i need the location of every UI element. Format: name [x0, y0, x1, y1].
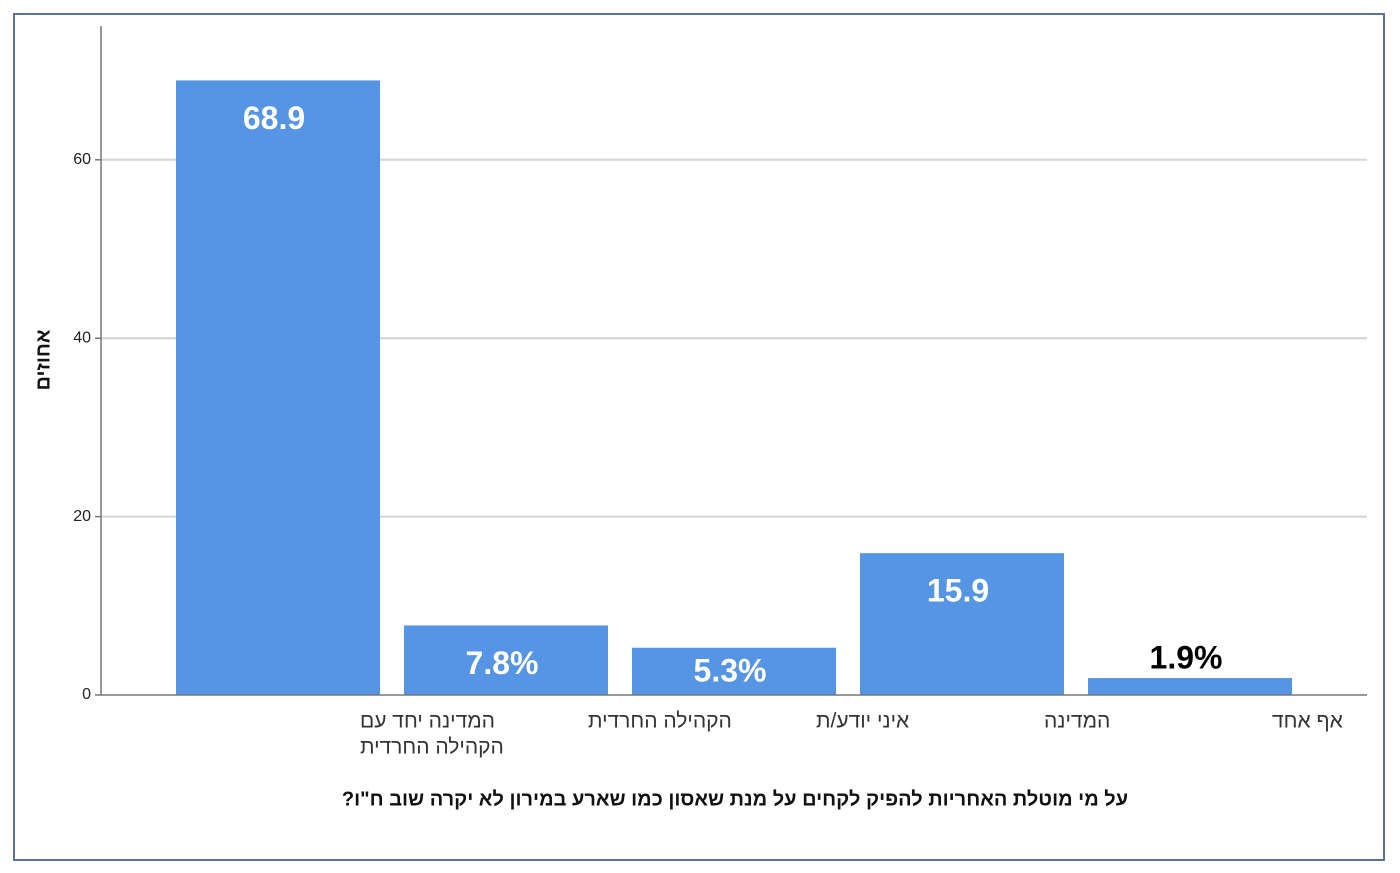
bar	[176, 80, 380, 696]
y-tick-label: 60	[73, 151, 91, 168]
labels: 0 20 40 60 68.9 המדינה יחד עם הקהילה החרדית 7.8…	[73, 100, 1343, 759]
data-label: 5.3%	[694, 652, 767, 688]
x-tick-label: המדינה	[1044, 710, 1110, 733]
x-axis-title: על מי מוטלת האחריות להפיק לקחים על מנת ש…	[342, 788, 1128, 810]
data-label: 68.9	[243, 100, 305, 136]
bar	[860, 553, 1064, 695]
data-label: 1.9%	[1150, 640, 1223, 676]
x-tick-label: הקהילה החרדית	[588, 710, 732, 733]
x-tick-label: איני יודע/ת	[816, 710, 909, 733]
y-axis-title: אחוזים	[32, 329, 54, 390]
axes	[95, 26, 1367, 696]
bar	[632, 647, 836, 695]
bar	[1088, 678, 1292, 695]
y-tick-label: 0	[82, 686, 91, 703]
x-tick-label: הקהילה החרדית	[360, 736, 504, 759]
y-tick-label: 20	[73, 508, 91, 525]
bar	[404, 625, 608, 695]
data-label: 15.9	[927, 573, 989, 609]
x-tick-label: אף אחד	[1272, 710, 1343, 733]
data-label: 7.8%	[466, 645, 539, 681]
y-tick-label: 40	[73, 329, 91, 346]
bars	[176, 80, 1292, 696]
x-tick-label: המדינה יחד עם	[360, 710, 495, 733]
